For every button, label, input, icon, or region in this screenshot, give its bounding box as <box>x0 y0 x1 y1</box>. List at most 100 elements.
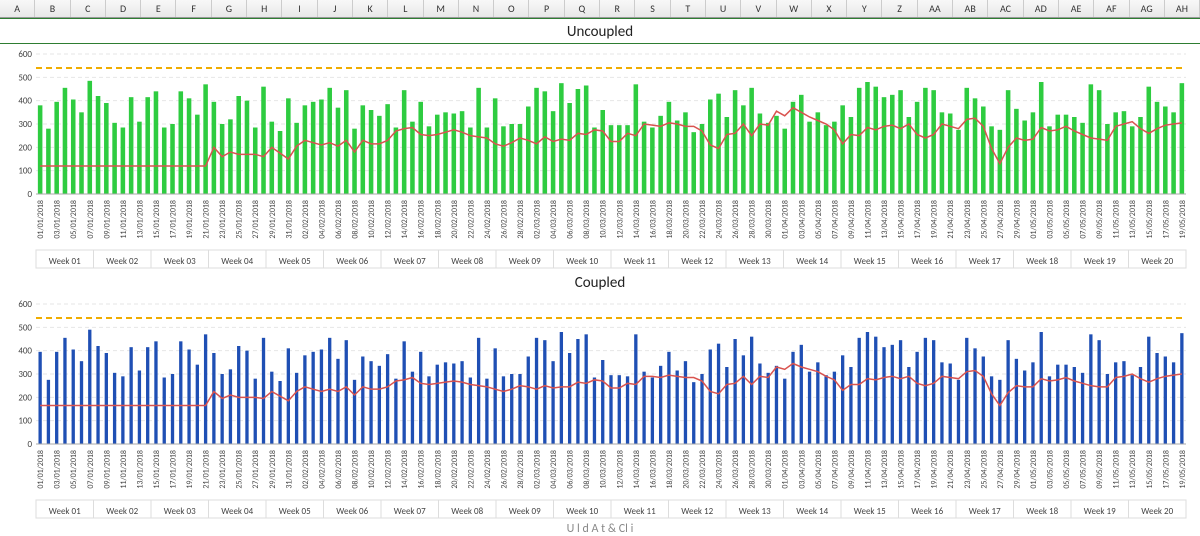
column-header-I[interactable]: I <box>282 0 317 17</box>
x-tick-label: 03/05/2018 <box>1045 450 1055 489</box>
column-header-S[interactable]: S <box>635 0 670 17</box>
bar <box>262 338 265 444</box>
bar <box>534 88 539 194</box>
column-header-AA[interactable]: AA <box>918 0 953 17</box>
column-header-P[interactable]: P <box>529 0 564 17</box>
column-header-T[interactable]: T <box>671 0 706 17</box>
column-header-C[interactable]: C <box>71 0 106 17</box>
bar <box>650 128 655 195</box>
x-tick-label: 11/04/2018 <box>863 200 873 239</box>
x-tick-label: 21/04/2018 <box>946 200 956 239</box>
column-header-R[interactable]: R <box>600 0 635 17</box>
week-label: Week 11 <box>624 506 656 517</box>
column-header-AD[interactable]: AD <box>1024 0 1059 17</box>
x-tick-label: 08/03/2018 <box>582 450 592 489</box>
column-header-AG[interactable]: AG <box>1130 0 1165 17</box>
column-header-Q[interactable]: Q <box>565 0 600 17</box>
column-header-F[interactable]: F <box>176 0 211 17</box>
column-header-AH[interactable]: AH <box>1165 0 1200 17</box>
bar <box>485 379 488 444</box>
week-label: Week 20 <box>1141 256 1173 267</box>
week-label: Week 03 <box>164 506 196 517</box>
column-header-Y[interactable]: Y <box>847 0 882 17</box>
x-tick-label: 24/02/2018 <box>483 450 493 489</box>
week-label: Week 14 <box>796 506 828 517</box>
bar <box>593 378 596 445</box>
bar <box>411 372 414 444</box>
x-tick-label: 28/02/2018 <box>516 450 526 489</box>
bar <box>989 126 994 194</box>
bar <box>998 380 1001 444</box>
bar <box>502 376 505 444</box>
bar <box>1006 90 1011 194</box>
week-label: Week 14 <box>796 256 828 267</box>
column-header-G[interactable]: G <box>212 0 247 17</box>
bar <box>658 116 663 194</box>
bar <box>468 128 473 195</box>
x-tick-label: 20/02/2018 <box>450 200 460 239</box>
bar <box>791 352 794 444</box>
bar <box>840 105 845 194</box>
column-header-N[interactable]: N <box>459 0 494 17</box>
column-header-O[interactable]: O <box>494 0 529 17</box>
y-tick-label: 200 <box>18 142 32 153</box>
bar <box>543 91 548 194</box>
bar <box>915 102 920 194</box>
x-tick-label: 03/04/2018 <box>797 200 807 239</box>
y-tick-label: 600 <box>18 299 32 310</box>
bar <box>229 369 232 444</box>
column-header-Z[interactable]: Z <box>882 0 917 17</box>
column-header-J[interactable]: J <box>318 0 353 17</box>
bar <box>228 119 233 194</box>
bar <box>799 95 804 194</box>
x-tick-label: 20/03/2018 <box>681 450 691 489</box>
bar <box>170 124 175 194</box>
bar <box>311 102 316 194</box>
bar <box>179 91 184 194</box>
x-tick-label: 28/03/2018 <box>748 200 758 239</box>
column-header-L[interactable]: L <box>388 0 423 17</box>
bar <box>816 362 819 444</box>
week-label: Week 04 <box>221 506 253 517</box>
column-header-H[interactable]: H <box>247 0 282 17</box>
x-tick-label: 27/01/2018 <box>251 200 261 239</box>
bar <box>179 341 182 444</box>
week-label: Week 07 <box>394 506 426 517</box>
bar <box>518 374 521 444</box>
bar <box>419 352 422 444</box>
bar <box>1113 112 1118 194</box>
bar <box>907 367 910 444</box>
x-tick-label: 09/05/2018 <box>1095 200 1105 239</box>
week-label: Week 10 <box>566 506 598 517</box>
bar <box>418 102 423 194</box>
column-header-U[interactable]: U <box>706 0 741 17</box>
column-header-V[interactable]: V <box>741 0 776 17</box>
x-tick-label: 03/04/2018 <box>797 450 807 489</box>
column-header-W[interactable]: W <box>777 0 812 17</box>
x-tick-label: 08/02/2018 <box>351 200 361 239</box>
column-header-E[interactable]: E <box>141 0 176 17</box>
column-header-AB[interactable]: AB <box>953 0 988 17</box>
bar <box>874 337 877 444</box>
column-header-AC[interactable]: AC <box>988 0 1023 17</box>
column-header-B[interactable]: B <box>35 0 70 17</box>
week-label: Week 07 <box>394 256 426 267</box>
column-header-X[interactable]: X <box>812 0 847 17</box>
column-header-K[interactable]: K <box>353 0 388 17</box>
bar <box>866 332 869 444</box>
column-header-D[interactable]: D <box>106 0 141 17</box>
column-header-A[interactable]: A <box>0 0 35 17</box>
x-tick-label: 25/04/2018 <box>979 450 989 489</box>
column-header-AE[interactable]: AE <box>1059 0 1094 17</box>
column-header-AF[interactable]: AF <box>1094 0 1129 17</box>
week-label: Week 15 <box>854 256 886 267</box>
bar <box>617 125 622 194</box>
column-header-M[interactable]: M <box>424 0 459 17</box>
y-tick-label: 500 <box>18 322 32 333</box>
y-tick-label: 200 <box>18 392 32 403</box>
bar <box>410 122 415 194</box>
bar <box>436 365 439 444</box>
bar <box>452 114 457 195</box>
bar <box>1164 357 1167 445</box>
bar <box>403 341 406 444</box>
